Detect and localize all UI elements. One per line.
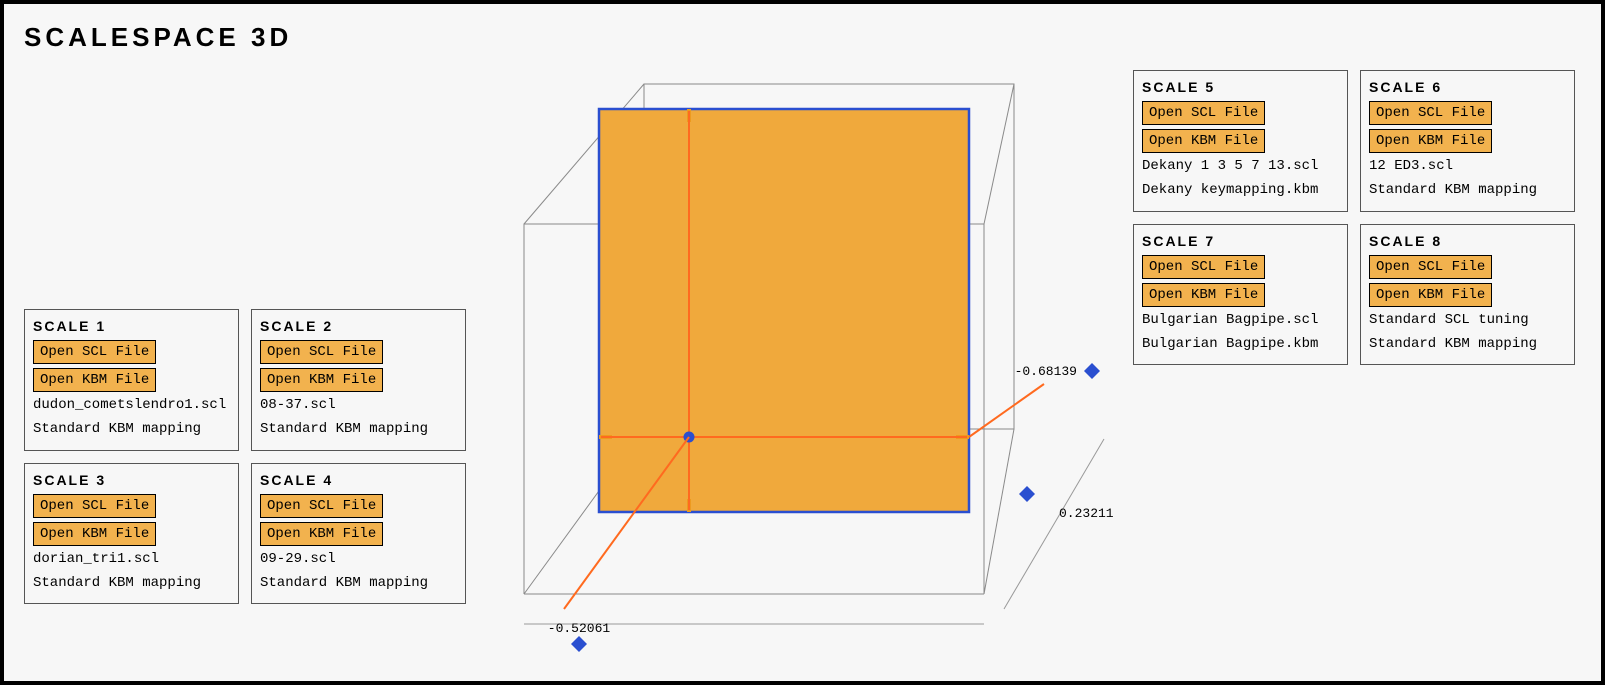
scale-card-6: SCALE 6 Open SCL File Open KBM File 12 E… [1360,70,1575,212]
scale-card-2: SCALE 2 Open SCL File Open KBM File 08-3… [251,309,466,451]
scl-filename: dudon_cometslendro1.scl [33,396,230,416]
scale-heading: SCALE 4 [260,472,457,488]
scale-heading: SCALE 6 [1369,79,1566,95]
kbm-filename: Bulgarian Bagpipe.kbm [1142,335,1339,355]
scl-filename: 12 ED3.scl [1369,157,1566,177]
app-title: ScaleSpace 3D [24,22,1581,53]
x-value-label: -0.52061 [548,621,611,636]
kbm-filename: Standard KBM mapping [260,574,457,594]
open-scl-button[interactable]: Open SCL File [1369,101,1492,125]
x-axis-slider[interactable]: -0.52061 [524,621,984,652]
kbm-filename: Standard KBM mapping [1369,181,1566,201]
z-axis-slider[interactable]: -0.68139 [1015,363,1100,379]
scale-card-5: SCALE 5 Open SCL File Open KBM File Deka… [1133,70,1348,212]
kbm-filename: Standard KBM mapping [33,574,230,594]
kbm-filename: Standard KBM mapping [33,420,230,440]
y-axis-slider[interactable]: 0.23211 [1004,439,1114,609]
app-frame: ScaleSpace 3D SCALE 1 Open SCL File Open… [0,0,1605,685]
scale-heading: SCALE 3 [33,472,230,488]
kbm-filename: Dekany keymapping.kbm [1142,181,1339,201]
left-scale-grid: SCALE 1 Open SCL File Open KBM File dudo… [24,309,466,604]
kbm-filename: Standard KBM mapping [1369,335,1566,355]
open-scl-button[interactable]: Open SCL File [260,494,383,518]
scale-card-3: SCALE 3 Open SCL File Open KBM File dori… [24,463,239,605]
scl-filename: Dekany 1 3 5 7 13.scl [1142,157,1339,177]
scale-card-4: SCALE 4 Open SCL File Open KBM File 09-2… [251,463,466,605]
cube-active-face[interactable] [599,109,969,512]
scale-card-8: SCALE 8 Open SCL File Open KBM File Stan… [1360,224,1575,366]
open-kbm-button[interactable]: Open KBM File [1369,129,1492,153]
scale-heading: SCALE 2 [260,318,457,334]
open-kbm-button[interactable]: Open KBM File [260,368,383,392]
open-scl-button[interactable]: Open SCL File [260,340,383,364]
scale-heading: SCALE 1 [33,318,230,334]
scale-heading: SCALE 5 [1142,79,1339,95]
scl-filename: 09-29.scl [260,550,457,570]
y-value-label: 0.23211 [1059,506,1114,521]
cube-svg: -0.52061 0.23211 -0.68139 [484,54,1164,674]
open-scl-button[interactable]: Open SCL File [33,340,156,364]
open-scl-button[interactable]: Open SCL File [1369,255,1492,279]
scl-filename: dorian_tri1.scl [33,550,230,570]
open-scl-button[interactable]: Open SCL File [33,494,156,518]
z-slider-handle[interactable] [1084,363,1100,379]
x-slider-handle[interactable] [571,636,587,652]
scl-filename: Standard SCL tuning [1369,311,1566,331]
scale-heading: SCALE 8 [1369,233,1566,249]
y-slider-handle[interactable] [1019,486,1035,502]
open-kbm-button[interactable]: Open KBM File [1369,283,1492,307]
open-kbm-button[interactable]: Open KBM File [33,522,156,546]
scl-filename: Bulgarian Bagpipe.scl [1142,311,1339,331]
scale-card-1: SCALE 1 Open SCL File Open KBM File dudo… [24,309,239,451]
scl-filename: 08-37.scl [260,396,457,416]
z-value-label: -0.68139 [1015,364,1077,379]
scale-card-7: SCALE 7 Open SCL File Open KBM File Bulg… [1133,224,1348,366]
scale-heading: SCALE 7 [1142,233,1339,249]
open-kbm-button[interactable]: Open KBM File [260,522,383,546]
kbm-filename: Standard KBM mapping [260,420,457,440]
right-scale-grid: SCALE 5 Open SCL File Open KBM File Deka… [1133,70,1575,365]
cube-viewport[interactable]: -0.52061 0.23211 -0.68139 [484,54,1164,674]
open-kbm-button[interactable]: Open KBM File [33,368,156,392]
